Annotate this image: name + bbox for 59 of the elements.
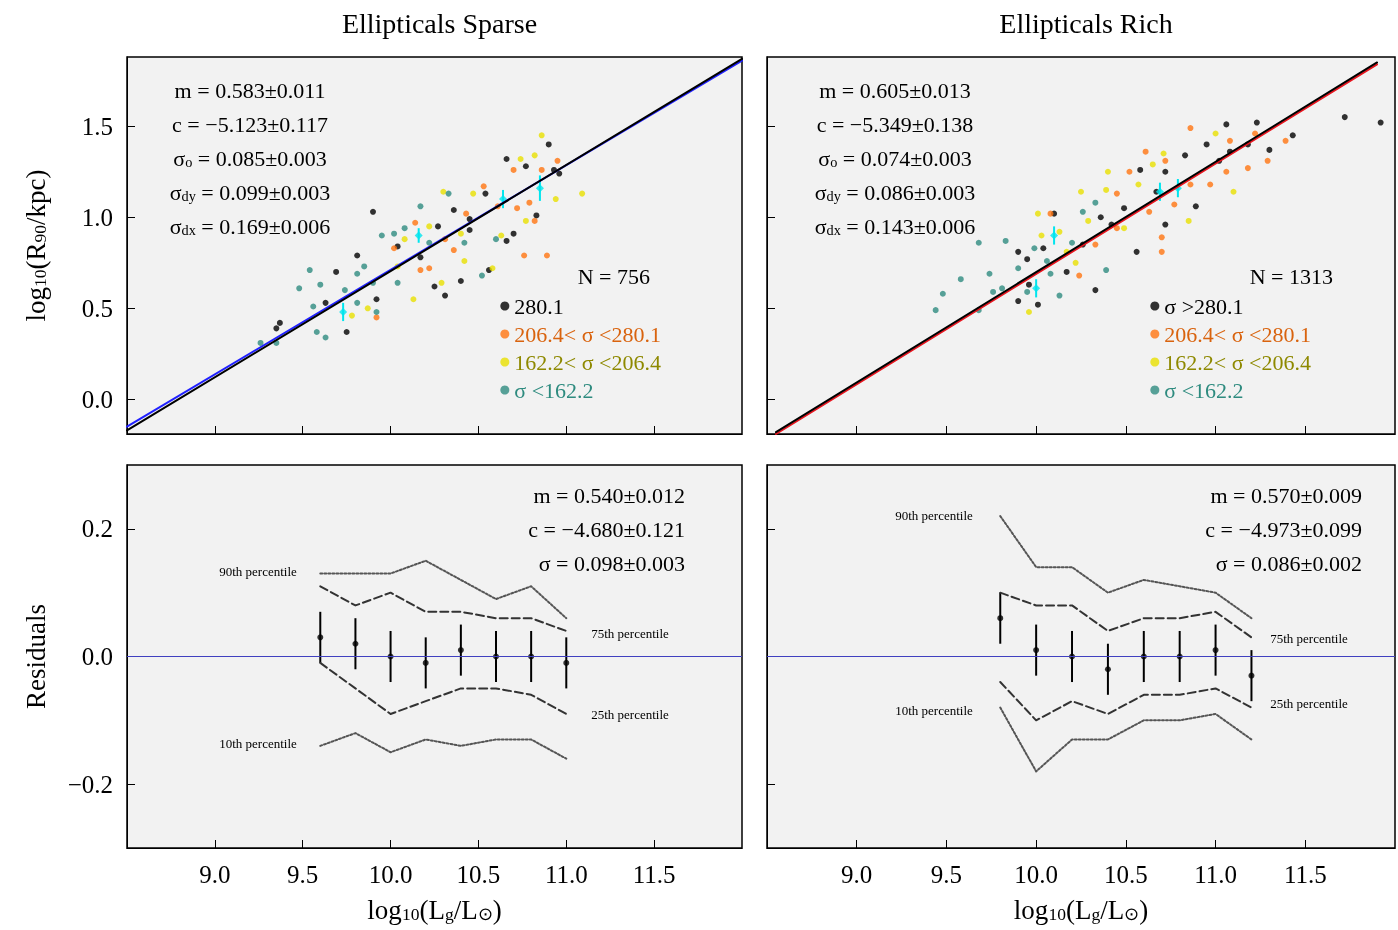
legend-label: σ >280.1 <box>1164 293 1244 319</box>
y-axis-title: log10(R90/kpc) <box>20 169 51 322</box>
annotation: 75th percentile <box>1270 630 1349 646</box>
annotation: c = −5.349±0.138 <box>816 111 974 137</box>
legend-label: σ <162.2 <box>1164 377 1244 403</box>
annotation: 25th percentile <box>1270 695 1349 711</box>
annotation: m = 0.605±0.013 <box>819 77 971 103</box>
y-tick-label: 0.0 <box>81 643 113 670</box>
annotation: N = 1313 <box>1249 263 1333 289</box>
annotation: σdy = 0.099±0.003 <box>169 179 331 205</box>
annotation: 25th percentile <box>591 706 670 722</box>
legend-label: 206.4< σ <280.1 <box>1164 321 1312 347</box>
annotation: c = −4.973±0.099 <box>1205 516 1362 542</box>
legend-label: 162.2< σ <206.4 <box>514 349 662 375</box>
x-tick-label: 11.5 <box>632 861 676 888</box>
y-axis-title: Residuals <box>20 604 51 709</box>
annotation: σ = 0.098±0.003 <box>538 550 685 576</box>
annotation: σdx = 0.143±0.006 <box>814 213 976 239</box>
annotation: σo = 0.074±0.003 <box>818 145 972 171</box>
legend-label: 280.1 <box>514 293 564 319</box>
chart-title: Ellipticals Rich <box>999 7 1173 39</box>
x-tick-label: 10.0 <box>1014 861 1059 888</box>
legend-label: σ <162.2 <box>514 377 594 403</box>
x-tick-label: 11.0 <box>544 861 588 888</box>
x-tick-label: 9.0 <box>841 861 873 888</box>
annotation: 10th percentile <box>895 702 974 718</box>
annotation: c = −4.680±0.121 <box>528 516 685 542</box>
chart-title: Ellipticals Sparse <box>341 7 538 39</box>
annotation: σdx = 0.169±0.006 <box>169 213 331 239</box>
y-tick-label: 0.2 <box>81 515 113 543</box>
x-tick-label: 10.0 <box>368 861 413 888</box>
annotation: N = 756 <box>577 263 650 289</box>
y-tick-label: 1.0 <box>81 203 113 231</box>
x-axis-title: log10(Lg/L⊙) <box>1013 894 1149 925</box>
annotation: σdy = 0.086±0.003 <box>814 179 976 205</box>
y-tick-label: 1.5 <box>81 112 113 140</box>
annotation: m = 0.540±0.012 <box>533 482 685 508</box>
x-tick-label: 9.5 <box>930 861 963 888</box>
x-tick-label: 10.5 <box>456 861 501 888</box>
y-tick-label: −0.2 <box>67 770 113 798</box>
x-tick-label: 11.0 <box>1194 861 1237 888</box>
annotation: 90th percentile <box>895 507 974 523</box>
annotation: σo = 0.085±0.003 <box>173 145 327 171</box>
annotation: 75th percentile <box>591 625 670 641</box>
annotation: c = −5.123±0.117 <box>172 111 328 137</box>
x-tick-label: 11.5 <box>1283 861 1327 888</box>
annotation: m = 0.570±0.009 <box>1210 482 1362 508</box>
legend-label: 206.4< σ <280.1 <box>514 321 662 347</box>
y-tick-label: 0.0 <box>81 385 113 413</box>
x-tick-label: 9.5 <box>287 861 319 888</box>
annotation: σ = 0.086±0.002 <box>1215 550 1362 576</box>
x-axis-title: log10(Lg/L⊙) <box>367 894 502 925</box>
annotation: m = 0.583±0.011 <box>174 77 326 103</box>
annotation: 90th percentile <box>219 563 298 579</box>
legend-label: 162.2< σ <206.4 <box>1164 349 1312 375</box>
y-tick-label: 0.5 <box>81 294 113 322</box>
x-tick-label: 10.5 <box>1103 861 1148 888</box>
x-tick-label: 9.0 <box>199 861 231 888</box>
annotation: 10th percentile <box>219 735 298 751</box>
